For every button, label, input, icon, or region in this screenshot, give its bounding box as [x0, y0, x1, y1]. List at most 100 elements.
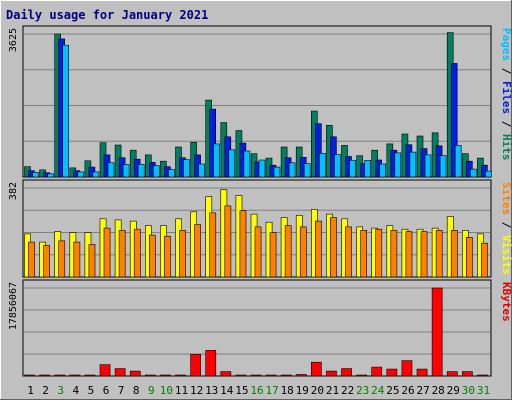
bar-kbytes-day-26: [401, 360, 413, 377]
bar-kbytes-day-15: [235, 374, 247, 377]
bar-pages-day-26: [409, 151, 417, 178]
x-tick-label: 31: [477, 384, 490, 397]
bar-sites-day-19: [299, 226, 307, 278]
x-tick-label: 29: [447, 384, 460, 397]
bar-pages-day-27: [424, 154, 432, 178]
bar-sites-day-3: [58, 240, 66, 278]
legend-label: KBytes: [500, 282, 512, 322]
bar-kbytes-day-20: [310, 361, 322, 377]
x-tick-label: 8: [133, 384, 140, 397]
x-tick-label: 30: [462, 384, 475, 397]
y-max-label: 382: [8, 182, 19, 200]
x-tick-label: 3: [57, 384, 64, 397]
bar-files-day-29: [450, 63, 458, 178]
bar-pages-day-12: [198, 163, 205, 178]
x-tick-label: 4: [72, 384, 79, 397]
bar-sites-day-16: [254, 226, 262, 278]
bar-pages-day-29: [454, 145, 462, 178]
x-tick-label: 5: [88, 384, 95, 397]
x-tick-label: 18: [281, 384, 294, 397]
bar-pages-day-8: [137, 164, 145, 178]
bar-kbytes-day-13: [205, 350, 217, 377]
bar-sites-day-9: [149, 234, 156, 278]
x-tick-label: 9: [148, 384, 155, 397]
bar-pages-day-24: [379, 163, 387, 178]
bar-pages-day-19: [303, 163, 311, 178]
bar-pages-day-28: [439, 155, 447, 178]
bar-sites-day-29: [450, 230, 458, 278]
bar-kbytes-day-4: [69, 374, 81, 377]
bar-kbytes-day-28: [431, 287, 443, 377]
bar-sites-day-4: [73, 241, 81, 278]
bar-kbytes-day-5: [84, 374, 96, 377]
bar-sites-day-25: [390, 230, 398, 278]
bar-kbytes-day-16: [250, 374, 262, 377]
x-tick-label: 22: [341, 384, 354, 397]
bar-kbytes-day-31: [477, 374, 488, 377]
x-tick-label: 15: [235, 384, 248, 397]
legend-part-2: Visits: [500, 235, 512, 275]
bar-sites-day-20: [314, 220, 322, 278]
bar-kbytes-day-27: [416, 368, 428, 377]
bar-sites-day-1: [28, 241, 35, 278]
x-tick-label: 13: [205, 384, 218, 397]
x-tick-label: 23: [356, 384, 369, 397]
x-tick-label: 28: [432, 384, 445, 397]
legend-part-1: /: [500, 215, 512, 235]
bar-kbytes-day-19: [295, 374, 307, 377]
bar-sites-day-5: [88, 244, 96, 278]
chart-title: Daily usage for January 2021: [6, 8, 208, 22]
legend-part-0: Pages: [500, 28, 512, 61]
chart-panels: 3625 Pages / Files / Hits 382 Sites / Visit…: [8, 25, 512, 377]
bar-kbytes-day-23: [356, 374, 368, 377]
x-tick-label: 1: [27, 384, 34, 397]
x-tick-label: 26: [401, 384, 414, 397]
bar-pages-day-14: [228, 149, 236, 178]
bar-kbytes-day-3: [54, 374, 66, 377]
bar-sites-day-6: [103, 227, 111, 278]
bar-pages-day-2: [47, 173, 54, 178]
bar-pages-day-20: [318, 153, 326, 178]
bar-kbytes-day-6: [99, 364, 111, 377]
bar-sites-day-21: [330, 217, 337, 278]
bar-kbytes-day-24: [371, 366, 383, 377]
bar-pages-day-16: [258, 159, 266, 178]
legend-label: Pages / Files / Hits: [500, 28, 512, 161]
bar-sites-day-15: [239, 210, 247, 278]
bar-kbytes-day-10: [160, 374, 171, 377]
bar-kbytes-day-8: [129, 370, 141, 377]
x-tick-label: 19: [296, 384, 309, 397]
bar-sites-day-7: [118, 230, 126, 278]
legend-part-1: /: [500, 61, 512, 81]
panel-hits-files-pages: 3625 Pages / Files / Hits: [8, 25, 512, 178]
bar-pages-day-7: [122, 164, 130, 178]
bar-sites-day-12: [194, 224, 202, 278]
bar-pages-day-15: [243, 150, 251, 178]
bar-kbytes-day-29: [446, 371, 458, 377]
bar-pages-day-9: [153, 165, 160, 178]
bar-kbytes-day-30: [461, 371, 473, 377]
bar-kbytes-day-14: [220, 371, 232, 377]
bar-kbytes-day-17: [265, 374, 277, 377]
legend-label: Sites / Visits: [500, 182, 512, 275]
bar-pages-day-10: [168, 169, 175, 178]
legend-part-0: KBytes: [500, 282, 512, 322]
bar-sites-day-23: [360, 230, 368, 278]
x-tick-label: 20: [311, 384, 324, 397]
bar-kbytes-day-1: [24, 374, 35, 377]
x-tick-label: 12: [190, 384, 203, 397]
bar-pages-day-30: [469, 168, 477, 178]
bar-kbytes-day-21: [326, 370, 337, 377]
bar-sites-day-17: [269, 232, 277, 278]
bar-sites-day-10: [164, 235, 171, 278]
legend-part-3: /: [500, 114, 512, 134]
x-tick-label: 14: [220, 384, 234, 397]
bar-pages-day-17: [273, 166, 281, 178]
bar-sites-day-22: [345, 226, 352, 278]
bar-sites-day-11: [179, 230, 186, 278]
bar-pages-day-13: [213, 143, 220, 178]
bar-sites-day-28: [435, 230, 443, 278]
bar-sites-day-24: [375, 228, 383, 278]
panel-frame: [22, 279, 492, 377]
